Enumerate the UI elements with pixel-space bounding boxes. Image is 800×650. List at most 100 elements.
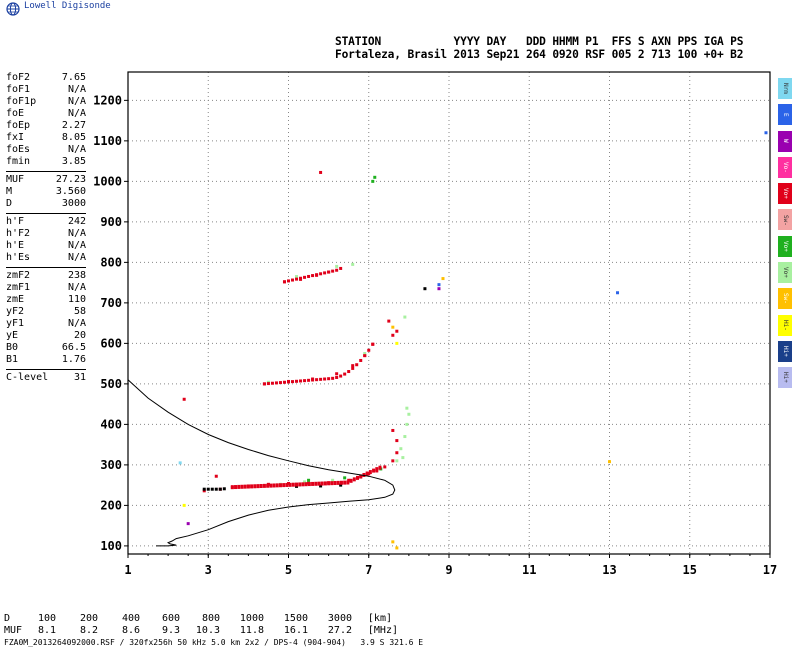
x-tick-label: 7 xyxy=(365,563,372,577)
echo-point xyxy=(307,274,311,278)
param-row: C-level 31 xyxy=(6,372,86,384)
echo-point xyxy=(339,266,343,270)
param-value: N/A xyxy=(67,318,86,329)
echo-point xyxy=(295,482,299,487)
param-value: 8.05 xyxy=(61,132,86,143)
params-separator xyxy=(6,369,86,370)
echo-point xyxy=(319,170,323,174)
param-name: yF2 xyxy=(6,306,25,317)
x-tick-label: 11 xyxy=(522,563,536,577)
y-tick-label: 400 xyxy=(100,417,122,431)
echo-point xyxy=(359,358,363,362)
param-row: h'F2 N/A xyxy=(6,228,86,240)
echo-point xyxy=(349,478,353,483)
echo-point xyxy=(320,481,324,486)
echo-point xyxy=(282,380,286,384)
echo-point xyxy=(391,325,395,329)
x-tick-label: 9 xyxy=(445,563,452,577)
echo-point xyxy=(315,273,319,277)
param-value: N/A xyxy=(67,282,86,293)
echo-point xyxy=(291,380,295,384)
param-row: foE N/A xyxy=(6,108,86,120)
param-name: foE xyxy=(6,108,25,119)
polarization-legend: Nrm E W Vo- Vo+ Sw- Vo+ Vo+ Sw- Hi- Hi+ Hi+ xyxy=(778,78,792,394)
echo-point xyxy=(243,484,247,489)
echo-point xyxy=(367,472,371,476)
echo-point xyxy=(437,283,441,287)
param-name: zmF2 xyxy=(6,270,31,281)
muf-value: 27.2 xyxy=(327,625,352,636)
param-row: h'F 242 xyxy=(6,216,86,228)
param-row: h'E N/A xyxy=(6,240,86,252)
distance-value: 1000 xyxy=(239,613,264,624)
muf-value: 10.3 xyxy=(195,625,220,636)
legend-swatch: Hi- xyxy=(778,314,792,336)
echo-point xyxy=(287,482,290,486)
param-name: foF1p xyxy=(6,96,37,107)
param-value: 3000 xyxy=(61,198,86,209)
y-tick-label: 1200 xyxy=(93,93,122,107)
echo-point xyxy=(327,377,331,381)
y-tick-label: 600 xyxy=(100,336,122,350)
param-name: h'F xyxy=(6,216,25,227)
echo-point xyxy=(295,275,299,279)
echo-point xyxy=(363,354,367,358)
echo-point xyxy=(253,484,257,489)
param-value: N/A xyxy=(67,84,86,95)
legend-swatch: Nrm xyxy=(778,78,792,99)
param-name: foF2 xyxy=(6,72,31,83)
param-row: foEp 2.27 xyxy=(6,120,86,132)
echo-point xyxy=(287,279,290,283)
param-row: fmin 3.85 xyxy=(6,156,86,168)
echo-point xyxy=(363,352,367,356)
distance-label: D xyxy=(4,613,11,624)
legend-swatch: Vo+ xyxy=(778,262,792,284)
echo-point xyxy=(365,471,369,476)
echo-point xyxy=(327,481,331,486)
echo-point xyxy=(307,478,311,482)
echo-point xyxy=(274,381,278,385)
distance-value: 3000 xyxy=(327,613,352,624)
brand-label: Lowell Digisonde xyxy=(24,1,111,11)
param-name: h'Es xyxy=(6,252,31,263)
echo-point xyxy=(295,379,299,383)
echo-point xyxy=(356,475,360,480)
param-value: 31 xyxy=(73,372,86,383)
param-name: yF1 xyxy=(6,318,25,329)
echo-point xyxy=(311,481,315,486)
x-tick-label: 3 xyxy=(205,563,212,577)
echo-point xyxy=(262,382,266,386)
echo-point xyxy=(311,378,315,382)
echo-point xyxy=(351,364,355,368)
param-row: zmE 110 xyxy=(6,294,86,306)
param-row: foF1p N/A xyxy=(6,96,86,108)
echo-point xyxy=(401,456,405,460)
echo-point xyxy=(395,459,399,463)
echo-point xyxy=(395,451,399,455)
param-value: N/A xyxy=(67,108,86,119)
param-name: h'E xyxy=(6,240,25,251)
x-tick-label: 1 xyxy=(124,563,131,577)
echo-point xyxy=(186,522,190,526)
param-name: MUF xyxy=(6,174,25,185)
x-tick-label: 15 xyxy=(683,563,697,577)
echo-point xyxy=(303,379,307,383)
echo-point xyxy=(317,481,321,486)
echo-point xyxy=(291,278,295,282)
param-name: fmin xyxy=(6,156,31,167)
param-value: N/A xyxy=(67,96,86,107)
echo-point xyxy=(222,487,226,491)
file-info: FZA0M_2013264092000.RSF / 320fx256h 50 k… xyxy=(4,638,424,647)
electron-density-profile xyxy=(127,379,396,547)
echo-point xyxy=(301,482,305,487)
echo-point xyxy=(347,370,351,374)
param-name: zmF1 xyxy=(6,282,31,293)
echo-point xyxy=(405,406,409,410)
echo-point xyxy=(391,428,395,432)
echo-point xyxy=(437,287,441,291)
echo-point xyxy=(391,333,395,337)
echo-point xyxy=(395,329,399,333)
param-value: 242 xyxy=(67,216,86,227)
distance-value: 800 xyxy=(201,613,220,624)
echo-point xyxy=(311,274,315,278)
